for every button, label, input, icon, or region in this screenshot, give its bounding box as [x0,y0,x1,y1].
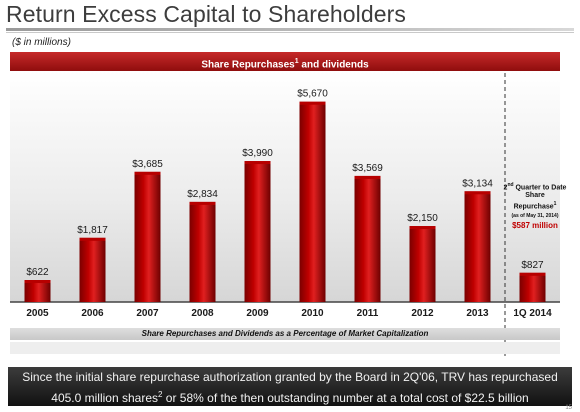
bar-cap [189,201,216,205]
bar-value-label: $1,817 [77,225,108,236]
bar-cap [409,226,436,230]
bar-cap [244,161,271,165]
chart-banner: Share Repurchases1 and dividends [10,52,560,71]
bar-chart: $62220053%$1,81720066%$3,685200710%$2,83… [10,73,560,356]
bar-value-label: $3,990 [242,148,273,159]
x-tick-label: 2011 [357,308,379,319]
bar-cap [299,101,326,105]
title-divider [6,28,574,31]
x-tick-label: 2006 [81,308,104,319]
x-tick-label: 1Q 2014 [513,308,552,319]
bar-value-label: $3,685 [132,159,163,170]
banner-label: Share Repurchases [201,59,295,71]
bar-cap [24,280,51,284]
bar-value-label: $2,834 [187,189,218,200]
callout-line3: (as of May 31, 2014) [511,212,559,219]
bar-1q-2014 [519,272,546,302]
x-tick-label: 2013 [466,308,489,319]
bar-cap [134,171,161,175]
bar-2011 [354,175,381,302]
bar-2006 [79,237,106,302]
x-axis-band [10,302,560,324]
x-tick-label: 2008 [191,308,214,319]
x-tick-label: 2005 [26,308,49,319]
bar-value-label: $5,670 [297,89,328,100]
bar-value-label: $2,150 [407,213,438,224]
q2-callout: 2nd Quarter to Date Share Repurchase1 (a… [503,181,567,230]
bar-cap [519,272,546,276]
banner-suffix: and dividends [298,59,369,71]
bar-cap [79,237,106,241]
bar-2013 [464,191,491,302]
units-subtitle: ($ in millions) [12,37,71,48]
x-tick-label: 2009 [246,308,269,319]
page-title: Return Excess Capital to Shareholders [6,1,407,27]
bar-cap [354,175,381,179]
bar-value-label: $3,569 [352,163,383,174]
bar-2009 [244,161,271,302]
bar-value-label: $827 [521,260,544,271]
footer-note: Since the initial share repurchase autho… [8,367,572,406]
footer-note-line2: 405.0 million shares2 or 58% of the then… [51,390,529,405]
page-number: 15 [565,405,572,411]
bar-value-label: $622 [26,267,49,278]
bar-2007 [134,171,161,302]
bar-2008 [189,201,216,302]
bar-2012 [409,226,436,302]
bar-2010 [299,101,326,302]
callout-line1: 2nd Quarter to Date [503,182,567,192]
x-tick-label: 2007 [136,308,159,319]
bar-value-label: $3,134 [462,178,493,189]
callout-line2: Share Repurchase1 [513,192,557,211]
x-tick-label: 2012 [411,308,434,319]
bar-2005 [24,280,51,302]
bar-cap [464,191,491,195]
banner-footnote-mark: 1 [294,58,299,65]
title-divider-thin [6,32,574,33]
pct-row [10,342,560,354]
callout-amount: $587 million [512,220,558,230]
pct-banner: Share Repurchases and Dividends as a Per… [10,328,560,340]
footer-note-line1: Since the initial share repurchase autho… [22,370,558,384]
x-tick-label: 2010 [301,308,324,319]
